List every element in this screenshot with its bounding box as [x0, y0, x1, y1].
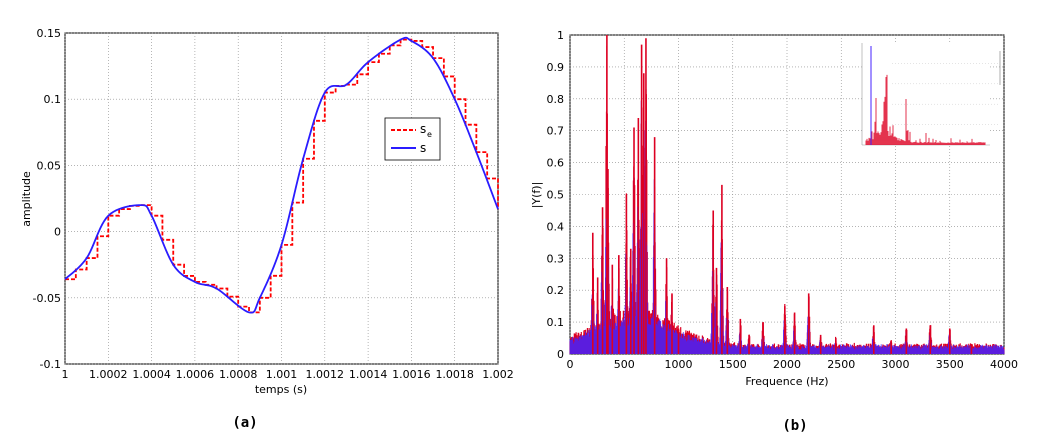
x-tick-label: 1.0004 — [132, 368, 171, 381]
y-tick-label: 0.5 — [547, 189, 565, 202]
panel-b-series — [569, 35, 1005, 354]
x-tick-label: 1000 — [665, 358, 693, 371]
x-tick-label: 1.001 — [266, 368, 298, 381]
x-tick-label: 1.0012 — [306, 368, 345, 381]
y-tick-label: 0.4 — [547, 220, 565, 233]
panel-a-legend: s e s — [384, 117, 441, 161]
x-tick-label: 1.0016 — [392, 368, 431, 381]
y-tick-label: 0.15 — [37, 27, 62, 40]
x-tick-label: 1 — [62, 368, 69, 381]
x-tick-label: 3000 — [882, 358, 910, 371]
y-tick-label: -0.1 — [40, 358, 61, 371]
x-tick-label: 1.0014 — [349, 368, 388, 381]
y-tick-label: 0.2 — [547, 284, 565, 297]
panel-a-ticks: 1 1.0002 1.0004 1.0006 1.0008 1.001 1.0012 1.00… — [33, 27, 514, 381]
inset-plot-area — [862, 43, 990, 145]
x-tick-label: 500 — [614, 358, 635, 371]
legend-box — [384, 117, 441, 161]
y-tick-label: 0.3 — [547, 252, 565, 265]
panel-b-chart: 0 500 1000 1500 2000 2500 3000 3500 4000 0 0.1 0.2 0… — [530, 29, 1018, 434]
x-tick-label: 1.0006 — [176, 368, 215, 381]
y-tick-label: 0.1 — [44, 93, 62, 106]
panel-a-caption: (a) — [232, 415, 257, 431]
x-tick-label: 1.0002 — [89, 368, 128, 381]
y-tick-label: 1 — [557, 29, 564, 42]
panel-a-xlabel: temps (s) — [255, 383, 307, 396]
panel-a-ylabel: amplitude — [20, 171, 33, 227]
x-tick-label: 3500 — [936, 358, 964, 371]
y-tick-label: 0.05 — [37, 159, 62, 172]
panel-a-chart: 1 1.0002 1.0004 1.0006 1.0008 1.001 1.0012 1.00… — [20, 27, 514, 431]
x-tick-label: 1500 — [719, 358, 747, 371]
y-tick-label: 0.7 — [547, 125, 565, 138]
y-tick-label: 0 — [557, 348, 564, 361]
x-tick-label: 0 — [567, 358, 574, 371]
x-tick-label: 1.0008 — [219, 368, 258, 381]
panel-b-ticks: 0 500 1000 1500 2000 2500 3000 3500 4000 0 0.1 0.2 0… — [547, 29, 1019, 371]
x-tick-label: 1.0018 — [435, 368, 474, 381]
y-tick-label: -0.05 — [33, 292, 61, 305]
inset-spectrum-red — [865, 74, 986, 145]
panel-a-series — [64, 36, 499, 314]
x-tick-label: 1.002 — [482, 368, 514, 381]
panel-a-grid — [64, 32, 499, 365]
legend-se-label: s — [420, 122, 426, 136]
y-tick-label: 0.8 — [547, 93, 565, 106]
legend-se-subscript: e — [427, 130, 432, 139]
y-tick-label: 0.9 — [547, 61, 565, 74]
y-tick-label: 0 — [54, 226, 61, 239]
panel-b-inset-spectrum — [861, 43, 1001, 146]
panel-b-caption: (b) — [782, 418, 807, 434]
x-tick-label: 2500 — [827, 358, 855, 371]
x-tick-label: 4000 — [990, 358, 1018, 371]
series-s-signal — [64, 36, 499, 314]
panel-b-ylabel: |Y(f)| — [530, 182, 543, 209]
y-tick-label: 0.6 — [547, 157, 565, 170]
y-tick-label: 0.1 — [547, 316, 565, 329]
legend-s-label: s — [420, 141, 426, 155]
x-tick-label: 2000 — [773, 358, 801, 371]
panel-b-xlabel: Frequence (Hz) — [745, 375, 828, 388]
